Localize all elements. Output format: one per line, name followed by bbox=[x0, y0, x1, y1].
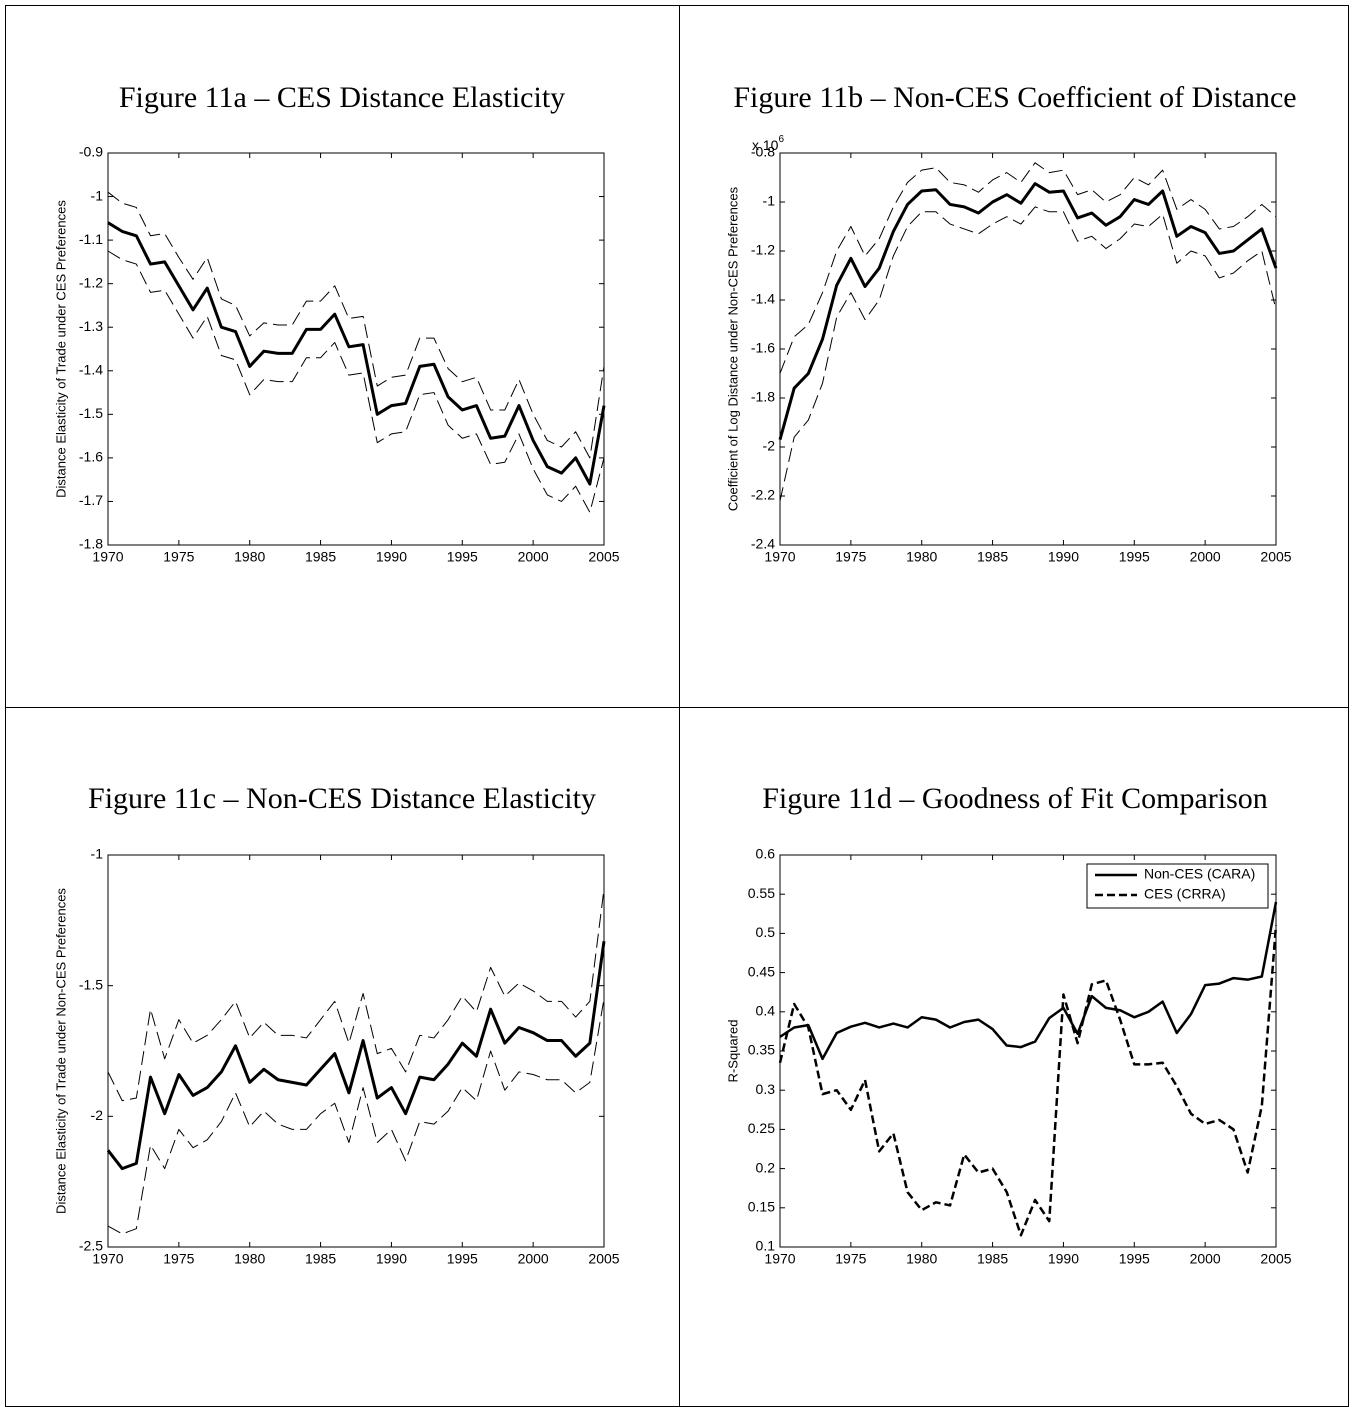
y-tick-label: -2.5 bbox=[79, 1238, 103, 1254]
x-tick-label: 1970 bbox=[764, 549, 795, 565]
x-tick-label: 1995 bbox=[1119, 1251, 1150, 1267]
series-line bbox=[779, 901, 1278, 1061]
x-tick-label: 1980 bbox=[234, 549, 265, 565]
x-tick-label: 1980 bbox=[906, 549, 937, 565]
plot-frame bbox=[107, 152, 605, 546]
x-tick-label: 2000 bbox=[1190, 1251, 1221, 1267]
y-tick-label: -1.1 bbox=[79, 231, 103, 247]
legend-box bbox=[1086, 863, 1269, 909]
y-tick-label: -0.8 bbox=[751, 144, 775, 160]
x-tick-label: 1995 bbox=[447, 549, 478, 565]
y-tick-label: 0.15 bbox=[748, 1199, 775, 1215]
y-tick-label: -1 bbox=[763, 193, 776, 209]
y-tick-label: -1 bbox=[91, 846, 104, 862]
x-tick-label: 1995 bbox=[447, 1251, 478, 1267]
table-border bbox=[5, 5, 1349, 1407]
offset-base: x 10 bbox=[752, 137, 779, 153]
x-tick-label: 1990 bbox=[376, 1251, 407, 1267]
y-tick-label: 0.3 bbox=[756, 1081, 776, 1097]
plot-frame bbox=[779, 854, 1277, 1248]
x-tick-label: 2005 bbox=[588, 1251, 619, 1267]
chart-title: Figure 11c – Non-CES Distance Elasticity bbox=[88, 782, 596, 815]
y-tick-label: -2.2 bbox=[751, 487, 775, 503]
series-line bbox=[779, 206, 1277, 502]
x-tick-label: 2000 bbox=[1190, 549, 1221, 565]
y-tick-label: -1.4 bbox=[751, 291, 775, 307]
chart-title: Figure 11d – Goodness of Fit Comparison bbox=[762, 782, 1268, 815]
y-tick-label: -1.2 bbox=[751, 242, 775, 258]
y-tick-label: -0.9 bbox=[79, 144, 103, 160]
y-tick-label: 0.5 bbox=[756, 924, 776, 940]
x-tick-label: 1990 bbox=[376, 549, 407, 565]
offset-exponent: 6 bbox=[778, 134, 784, 145]
x-tick-label: 2005 bbox=[588, 549, 619, 565]
y-tick-label: -1.4 bbox=[79, 361, 103, 377]
x-tick-label: 1970 bbox=[92, 549, 123, 565]
x-tick-label: 2000 bbox=[518, 549, 549, 565]
y-tick-label: 0.1 bbox=[756, 1238, 776, 1254]
y-offset-text: x 106 bbox=[752, 134, 784, 153]
x-tick-label: 1980 bbox=[234, 1251, 265, 1267]
y-axis-label: R-Squared bbox=[725, 1020, 740, 1083]
x-tick-label: 1985 bbox=[305, 1251, 336, 1267]
x-tick-label: 1975 bbox=[163, 1251, 194, 1267]
plot-frame bbox=[107, 854, 605, 1248]
y-tick-label: 0.4 bbox=[756, 1003, 776, 1019]
x-tick-label: 2005 bbox=[1260, 1251, 1291, 1267]
y-tick-label: 0.35 bbox=[748, 1042, 775, 1058]
y-tick-label: 0.2 bbox=[756, 1159, 776, 1175]
series-line bbox=[106, 941, 606, 1171]
y-tick-label: -1.6 bbox=[79, 449, 103, 465]
y-tick-label: -1.2 bbox=[79, 274, 103, 290]
y-tick-label: -2.4 bbox=[751, 536, 775, 552]
series-line bbox=[778, 182, 1278, 441]
y-tick-label: 0.55 bbox=[748, 885, 775, 901]
series-line bbox=[107, 191, 605, 459]
x-tick-label: 1985 bbox=[305, 549, 336, 565]
x-tick-label: 1985 bbox=[977, 1251, 1008, 1267]
y-tick-label: -2 bbox=[91, 1107, 104, 1123]
y-axis-label: Distance Elasticity of Trade under CES P… bbox=[53, 200, 68, 498]
y-tick-label: -1.3 bbox=[79, 318, 103, 334]
y-tick-label: -1.8 bbox=[751, 389, 775, 405]
y-tick-label: -2 bbox=[763, 438, 776, 454]
y-tick-label: -1.6 bbox=[751, 340, 775, 356]
legend-label: CES (CRRA) bbox=[1144, 886, 1226, 902]
x-tick-label: 1985 bbox=[977, 549, 1008, 565]
x-tick-label: 1970 bbox=[92, 1251, 123, 1267]
series-line bbox=[107, 888, 605, 1102]
y-tick-label: 0.25 bbox=[748, 1120, 775, 1136]
series-line bbox=[779, 162, 1277, 374]
y-tick-label: 0.45 bbox=[748, 963, 775, 979]
series-line bbox=[778, 925, 1278, 1237]
legend-label: Non-CES (CARA) bbox=[1144, 866, 1255, 882]
y-tick-label: 0.6 bbox=[756, 846, 776, 862]
x-tick-label: 1990 bbox=[1048, 1251, 1079, 1267]
y-tick-label: -1 bbox=[91, 187, 104, 203]
series-line bbox=[107, 221, 606, 486]
y-tick-label: -1.5 bbox=[79, 976, 103, 992]
x-tick-label: 1975 bbox=[163, 549, 194, 565]
y-axis-label: Coefficient of Log Distance under Non-CE… bbox=[725, 186, 740, 511]
y-tick-label: -1.7 bbox=[79, 492, 103, 508]
y-tick-label: -1.5 bbox=[79, 405, 103, 421]
x-tick-label: 1975 bbox=[835, 549, 866, 565]
x-tick-label: 1990 bbox=[1048, 549, 1079, 565]
x-tick-label: 1975 bbox=[835, 1251, 866, 1267]
x-tick-label: 1980 bbox=[906, 1251, 937, 1267]
chart-title: Figure 11b – Non-CES Coefficient of Dist… bbox=[733, 81, 1296, 114]
series-line bbox=[107, 250, 605, 513]
series-line bbox=[107, 998, 605, 1235]
x-tick-label: 2000 bbox=[518, 1251, 549, 1267]
y-tick-label: -1.8 bbox=[79, 536, 103, 552]
plot-frame bbox=[779, 152, 1277, 546]
x-tick-label: 1970 bbox=[764, 1251, 795, 1267]
x-tick-label: 1995 bbox=[1119, 549, 1150, 565]
y-axis-label: Distance Elasticity of Trade under Non-C… bbox=[53, 888, 68, 1214]
chart-title: Figure 11a – CES Distance Elasticity bbox=[119, 81, 565, 114]
x-tick-label: 2005 bbox=[1260, 549, 1291, 565]
